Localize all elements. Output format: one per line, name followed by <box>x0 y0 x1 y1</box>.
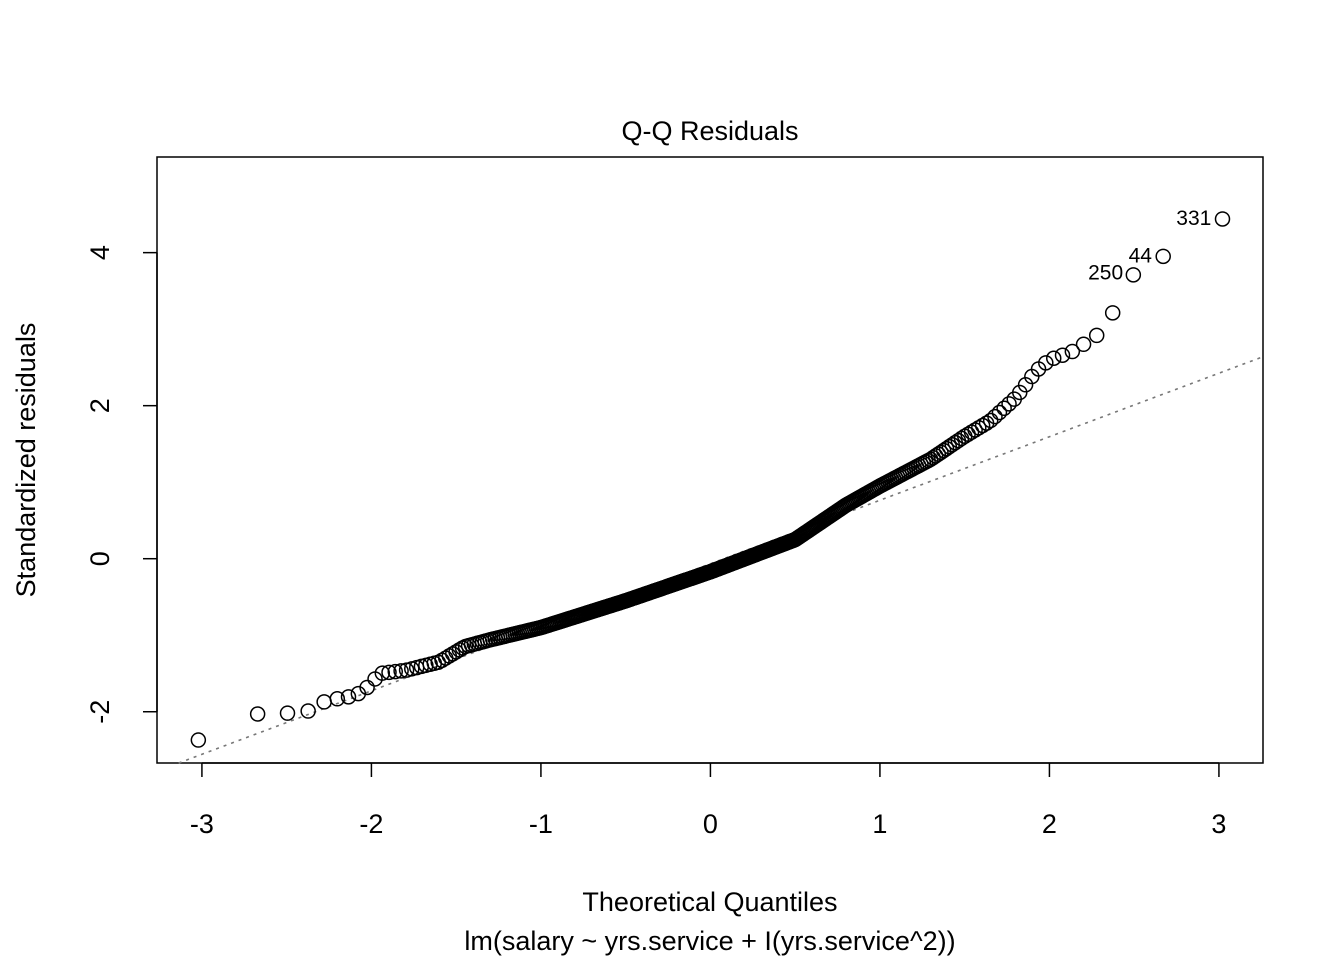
data-point <box>316 694 332 710</box>
data-point <box>1045 350 1062 367</box>
data-point <box>1012 384 1028 401</box>
point-label: 250 <box>1088 261 1123 284</box>
x-tick-label: 1 <box>872 809 887 839</box>
data-point <box>925 449 941 466</box>
x-tick-label: -2 <box>359 809 383 839</box>
data-point <box>1214 211 1231 227</box>
data-point <box>300 703 316 719</box>
data-point <box>329 691 346 707</box>
chart-title: Q-Q Residuals <box>621 116 798 146</box>
data-point <box>249 706 266 722</box>
point-label: 331 <box>1176 207 1211 230</box>
y-tick-label: 2 <box>85 398 115 413</box>
data-point <box>1155 248 1171 265</box>
data-point <box>967 422 983 438</box>
data-point <box>996 400 1012 417</box>
data-point <box>1064 343 1081 360</box>
x-tick-label: -3 <box>190 809 214 839</box>
data-point <box>987 408 1003 425</box>
data-point <box>1075 336 1092 353</box>
data-point <box>1088 327 1105 344</box>
y-axis-label: Standardized residuals <box>11 323 41 598</box>
x-tick-label: 2 <box>1042 809 1057 839</box>
data-point <box>974 417 991 434</box>
y-axis: -2 0 2 4 <box>85 245 158 724</box>
x-axis: -3 -2 -1 0 1 2 3 <box>190 762 1226 839</box>
data-point <box>991 404 1008 421</box>
data-point <box>1104 305 1121 321</box>
data-point <box>190 732 207 748</box>
data-point <box>387 663 404 680</box>
point-labels: 331 44 250 <box>1088 207 1211 284</box>
data-point <box>340 689 357 705</box>
y-tick-label: -2 <box>85 700 115 724</box>
x-tick-label: -1 <box>529 809 553 839</box>
data-point <box>381 664 397 681</box>
points <box>190 211 1231 748</box>
data-point <box>359 679 375 696</box>
point-label: 44 <box>1129 244 1153 267</box>
data-point <box>1054 347 1071 363</box>
plot-frame <box>156 156 1264 764</box>
data-point <box>982 412 999 429</box>
data-point <box>971 420 987 436</box>
y-tick-label: 4 <box>85 245 115 260</box>
data-point <box>922 451 939 468</box>
x-tick-label: 0 <box>703 809 718 839</box>
data-point <box>1125 267 1142 283</box>
data-point <box>1001 396 1017 412</box>
data-point <box>393 663 409 679</box>
data-point <box>279 705 296 721</box>
data-point <box>1038 355 1054 371</box>
x-tick-label: 3 <box>1211 809 1226 839</box>
subtitle: lm(salary ~ yrs.service + I(yrs.service^… <box>464 926 955 956</box>
y-tick-label: 0 <box>85 551 115 566</box>
x-axis-label: Theoretical Quantiles <box>582 887 837 917</box>
data-point <box>374 665 391 681</box>
